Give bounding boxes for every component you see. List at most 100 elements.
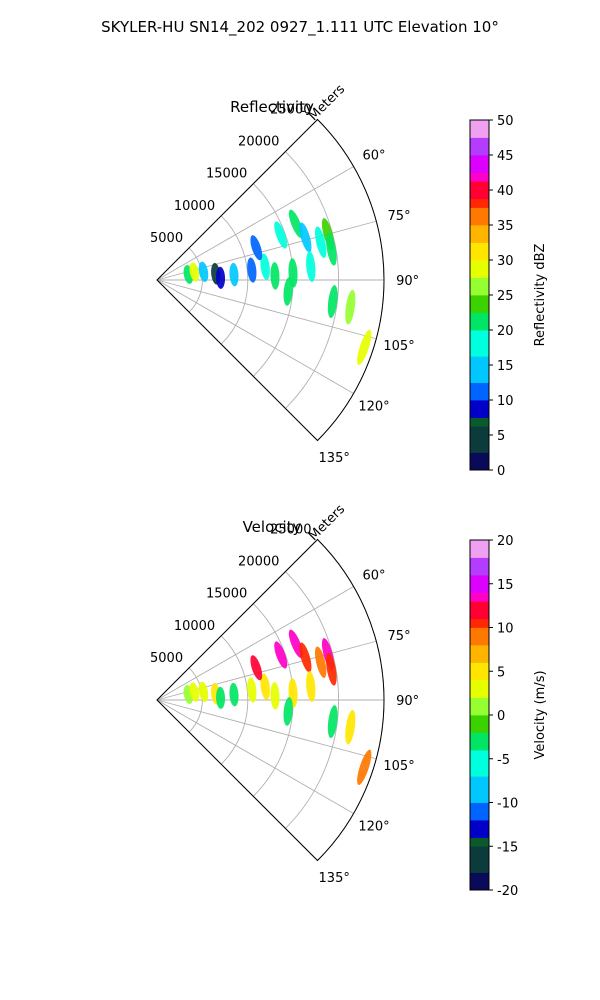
colorbar-segment [470,741,489,751]
colorbar-tick-label: -15 [497,840,518,855]
echo-cell [283,697,293,726]
colorbar-segment [470,793,489,803]
echo-cell [306,671,316,702]
echo-cell [283,277,293,306]
colorbar-segment [470,356,489,366]
echo-cell [288,629,303,659]
echo-cell [326,652,337,686]
colorbar-tick-label: -20 [497,884,518,899]
colorbar-tick-label: -5 [497,753,510,768]
colorbar-tick-label: 0 [497,464,505,479]
azimuth-gridline [156,699,354,814]
colorbar-segment [470,242,489,252]
range-tick-label: 15000 [206,167,247,182]
echo-cell [260,673,270,700]
colorbar-segment [470,408,489,418]
colorbar-tick-label: 50 [497,114,514,129]
colorbar-tick-label: 10 [497,622,514,637]
echo-cell [198,681,209,702]
colorbar-segment [470,601,489,611]
colorbar-segment [470,540,489,550]
figure-title: SKYLER-HU SN14_202 0927_1.111 UTC Elevat… [101,18,499,37]
azimuth-tick-label: 120° [358,399,389,414]
colorbar-tick-label: 15 [497,359,514,374]
colorbar-segment [470,828,489,838]
colorbar-segment [470,251,489,261]
colorbar-segment [470,268,489,278]
echo-cell [357,329,372,366]
velocity-colorbar: -20 -15 -10 -5 0 5 10 15 20 [469,534,518,899]
colorbar-segment [470,583,489,593]
echo-cell [216,266,226,289]
colorbar-segment [470,198,489,208]
colorbar-tick-label: 10 [497,394,514,409]
colorbar-segment [470,461,489,471]
reflectivity-plot: 5000 10000 15000 20000 25000 60° 75° 90° 105° 120… [150,102,419,466]
echo-cell [229,682,239,707]
colorbar-segment [470,417,489,427]
azimuth-tick-label: 60° [363,569,386,584]
colorbar-segment [470,627,489,637]
colorbar-segment [470,723,489,733]
azimuth-tick-label: 90° [396,694,419,709]
colorbar-segment [470,163,489,173]
colorbar-segment [470,653,489,663]
echo-cell [260,253,270,280]
colorbar-segment [470,338,489,348]
echo-cell [270,262,280,290]
echo-cell [250,235,263,261]
colorbar-segment [470,181,489,191]
echo-cell [327,285,338,319]
colorbar-segment [470,662,489,672]
echo-cell [229,262,239,287]
colorbar-segment [470,347,489,357]
echo-cell [314,646,327,678]
colorbar-segment [470,548,489,558]
colorbar-segment [470,330,489,340]
azimuth-tick-label: 60° [363,149,386,164]
echo-cell [306,251,316,282]
range-tick-label: 10000 [174,199,215,214]
colorbar-segment [470,120,489,130]
colorbar-segment [470,400,489,410]
colorbar-segment [470,575,489,585]
colorbar-tick-label: -10 [497,797,518,812]
colorbar-tick-label: 40 [497,184,514,199]
velocity-panel: Velocity Meters 5000 10000 15000 20000 25000… [150,502,548,899]
colorbar-segment [470,863,489,873]
colorbar-segment [470,207,489,217]
range-tick-label: 20000 [238,555,279,570]
colorbar-segment [470,618,489,628]
colorbar-segment [470,373,489,383]
colorbar-segment [470,435,489,445]
colorbar-segment [470,382,489,392]
colorbar-segment [470,706,489,716]
azimuth-tick-label: 120° [358,819,389,834]
colorbar-tick-label: 0 [497,709,505,724]
azimuth-gridline [156,586,354,701]
colorbar-segment [470,636,489,646]
colorbar-tick-label: 30 [497,254,514,269]
colorbar-segment [470,846,489,856]
colorbar-segment [470,680,489,690]
colorbar-tick-label: 15 [497,578,514,593]
colorbar-segment [470,610,489,620]
echo-cell [299,222,312,253]
colorbar-segment [470,128,489,138]
colorbar-tick-label: 5 [497,429,505,444]
echo-cell [288,209,303,239]
colorbar-segment [470,715,489,725]
colorbar-segment [470,286,489,296]
colorbar-segment [470,443,489,453]
echo-cell [247,257,257,283]
colorbar-segment [470,645,489,655]
echo-cell [345,709,356,745]
echo-cell [189,262,200,282]
echo-cell [327,705,338,739]
colorbar-segment [470,312,489,322]
panel-title: Reflectivity [230,98,314,116]
colorbar-segment [470,872,489,882]
colorbar-segment [470,566,489,576]
plot-frame [156,538,385,862]
range-tick-label: 25000 [270,522,311,537]
